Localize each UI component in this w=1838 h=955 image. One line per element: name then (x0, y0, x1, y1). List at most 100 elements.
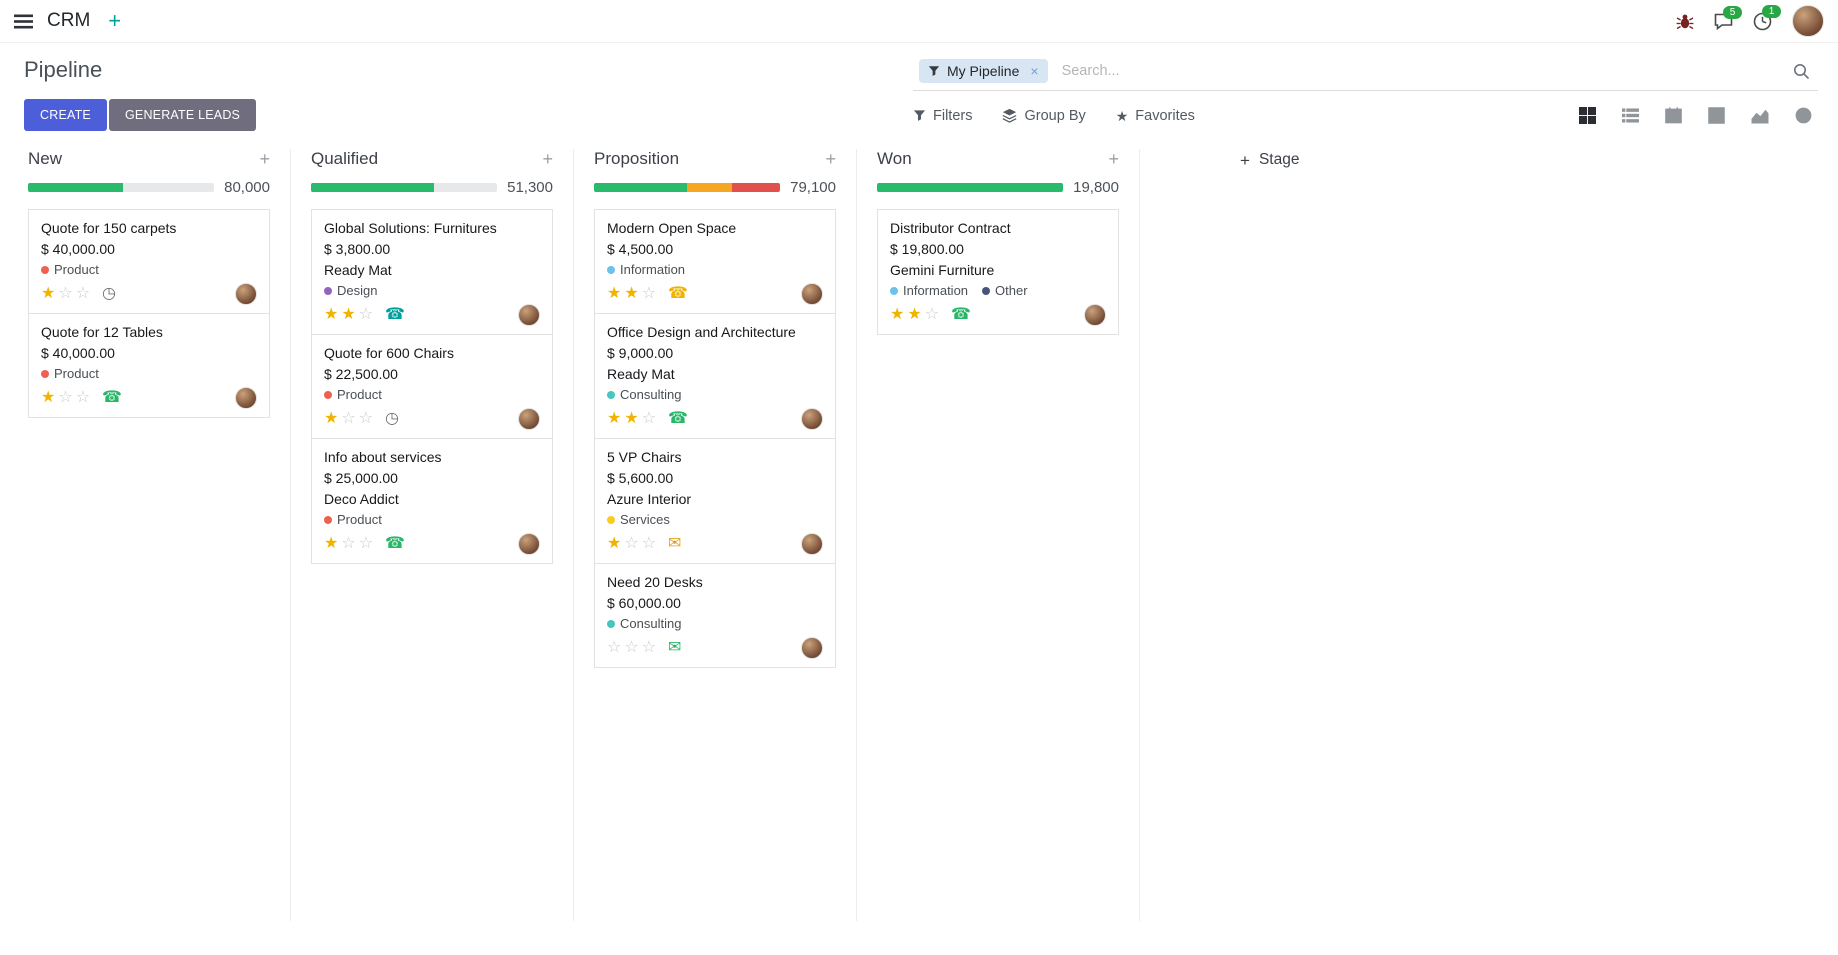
priority-star-icon[interactable]: ☆ (75, 285, 91, 302)
column-counter: 19,800 (1073, 179, 1119, 196)
priority-star-icon[interactable]: ☆ (624, 639, 639, 656)
action-buttons: CREATE GENERATE LEADS (24, 99, 257, 131)
filters-button[interactable]: Filters (913, 108, 972, 124)
priority-star-icon[interactable]: ☆ (607, 639, 622, 656)
search-bar[interactable]: My Pipeline × (913, 57, 1818, 91)
column-progressbar[interactable] (594, 183, 781, 192)
kanban-card[interactable]: Quote for 12 Tables $ 40,000.00 Product ★ ☆ ☆… (28, 313, 270, 418)
debug-bug-icon[interactable] (1676, 12, 1694, 30)
activity-clock-icon[interactable]: ◷ (385, 410, 399, 427)
priority-star-icon[interactable]: ☆ (641, 285, 657, 302)
kanban-card[interactable]: Quote for 600 Chairs $ 22,500.00 Product ★ ☆… (311, 334, 553, 439)
card-partner: Gemini Furniture (890, 262, 995, 278)
column-quick-add-icon[interactable]: + (259, 149, 270, 169)
search-icon[interactable] (1793, 63, 1814, 80)
progress-segment[interactable] (731, 183, 781, 192)
view-pivot-button[interactable] (1708, 107, 1725, 124)
priority-star-icon[interactable]: ★ (341, 306, 356, 323)
activities-clock-button[interactable]: 1 (1753, 4, 1781, 31)
priority-star-icon[interactable]: ★ (607, 535, 622, 552)
activity-phone-icon[interactable]: ☎ (385, 535, 405, 552)
column-quick-add-icon[interactable]: + (542, 149, 553, 169)
priority-star-icon[interactable]: ★ (607, 285, 622, 302)
progress-segment[interactable] (311, 183, 434, 192)
activity-envelope-icon[interactable]: ✉ (668, 639, 682, 656)
priority-star-icon[interactable]: ★ (624, 285, 639, 302)
priority-star-icon[interactable]: ☆ (358, 306, 374, 323)
priority-star-icon[interactable]: ☆ (641, 535, 657, 552)
priority-star-icon[interactable]: ★ (41, 389, 56, 406)
priority-star-icon[interactable]: ★ (324, 535, 339, 552)
column-quick-add-icon[interactable]: + (1108, 149, 1119, 169)
kanban-card[interactable]: 5 VP Chairs $ 5,600.00 Azure Interior Servi… (594, 438, 836, 564)
group-by-button[interactable]: Group By (1002, 108, 1086, 124)
priority-star-icon[interactable]: ☆ (641, 639, 657, 656)
activity-envelope-icon[interactable]: ✉ (668, 535, 682, 552)
column-progressbar[interactable] (877, 183, 1064, 192)
view-switcher (1579, 107, 1818, 124)
apps-menu-icon[interactable] (14, 14, 33, 29)
card-amount: $ 25,000.00 (324, 470, 398, 486)
progress-segment[interactable] (877, 183, 1064, 192)
create-button[interactable]: CREATE (24, 99, 107, 131)
priority-star-icon[interactable]: ☆ (58, 285, 73, 302)
column-header: Qualified + (311, 149, 553, 169)
search-input[interactable] (1059, 62, 1793, 80)
salesperson-avatar (801, 283, 823, 305)
add-stage-button[interactable]: + Stage (1240, 151, 1299, 169)
kanban-card[interactable]: Distributor Contract $ 19,800.00 Gemini Fu… (877, 209, 1119, 335)
priority-star-icon[interactable]: ☆ (75, 389, 91, 406)
column-progressbar[interactable] (311, 183, 498, 192)
activity-phone-icon[interactable]: ☎ (668, 285, 688, 302)
navbar-plus-button[interactable]: + (108, 8, 122, 33)
view-kanban-button[interactable] (1579, 107, 1596, 124)
kanban-card[interactable]: Quote for 150 carpets $ 40,000.00 Product ★… (28, 209, 270, 314)
priority-star-icon[interactable]: ☆ (58, 389, 73, 406)
priority-star-icon[interactable]: ☆ (624, 535, 639, 552)
priority-star-icon[interactable]: ★ (907, 306, 922, 323)
priority-star-icon[interactable]: ★ (41, 285, 56, 302)
progress-segment[interactable] (28, 183, 123, 192)
app-name[interactable]: CRM (47, 10, 91, 31)
user-menu-avatar[interactable] (1792, 5, 1824, 37)
view-list-button[interactable] (1622, 108, 1639, 123)
priority-star-icon[interactable]: ★ (624, 410, 639, 427)
kanban-card[interactable]: Info about services $ 25,000.00 Deco Addic… (311, 438, 553, 564)
view-activity-button[interactable] (1795, 107, 1812, 124)
kanban-card[interactable]: Modern Open Space $ 4,500.00 Information ★ ★… (594, 209, 836, 314)
search-facet[interactable]: My Pipeline × (919, 59, 1048, 83)
tag-label: Product (54, 366, 99, 381)
priority-star-icon[interactable]: ☆ (341, 535, 356, 552)
priority-star-icon[interactable]: ★ (607, 410, 622, 427)
priority-star-icon[interactable]: ★ (324, 410, 339, 427)
priority-star-icon[interactable]: ☆ (641, 410, 657, 427)
view-graph-button[interactable] (1751, 108, 1769, 124)
priority-star-icon[interactable]: ★ (324, 306, 339, 323)
card-tag: Product (41, 262, 99, 277)
salesperson-avatar (801, 637, 823, 659)
generate-leads-button[interactable]: GENERATE LEADS (108, 99, 257, 131)
favorites-button[interactable]: ★ Favorites (1116, 108, 1195, 124)
kanban-card[interactable]: Global Solutions: Furnitures $ 3,800.00 Re… (311, 209, 553, 335)
kanban-card[interactable]: Office Design and Architecture $ 9,000.00… (594, 313, 836, 439)
priority-star-icon[interactable]: ☆ (341, 410, 356, 427)
column-progressbar[interactable] (28, 183, 215, 192)
priority-star-icon[interactable]: ☆ (358, 535, 374, 552)
kanban-card[interactable]: Need 20 Desks $ 60,000.00 Consulting ☆ ☆ ☆ ✉ (594, 563, 836, 668)
activity-phone-icon[interactable]: ☎ (385, 306, 405, 323)
facet-remove-icon[interactable]: × (1030, 63, 1039, 79)
priority-star-icon[interactable]: ☆ (924, 306, 940, 323)
messages-menu-button[interactable]: 5 (1714, 5, 1742, 30)
priority-star-icon[interactable]: ☆ (358, 410, 374, 427)
card-amount: $ 3,800.00 (324, 241, 391, 257)
column-quick-add-icon[interactable]: + (825, 149, 836, 169)
tag-label: Product (337, 512, 382, 527)
activity-clock-icon[interactable]: ◷ (102, 285, 116, 302)
priority-star-icon[interactable]: ★ (890, 306, 905, 323)
progress-segment[interactable] (594, 183, 688, 192)
view-calendar-button[interactable] (1665, 107, 1682, 124)
activity-phone-icon[interactable]: ☎ (951, 306, 971, 323)
activity-phone-icon[interactable]: ☎ (102, 389, 122, 406)
progress-segment[interactable] (687, 183, 732, 192)
activity-phone-icon[interactable]: ☎ (668, 410, 688, 427)
